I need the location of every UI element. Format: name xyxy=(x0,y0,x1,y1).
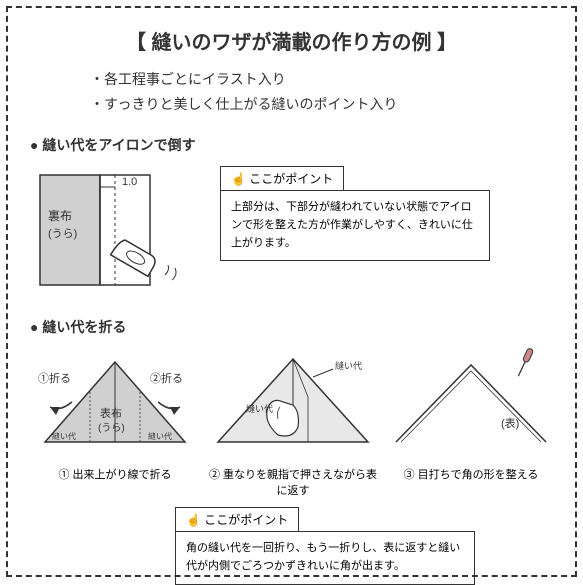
svg-text:①折る: ①折る xyxy=(38,371,71,385)
tip1-body: 上部分は、下部分が縫われていない状態でアイロンで形を整えた方が作業がしやすく、き… xyxy=(220,190,490,261)
triangle-1: ①折る ②折る 表布 (うら) 縫い代 縫い代 ① 出来上がり線で折る xyxy=(30,347,200,498)
tip-box-2: ☝ ここがポイント 角の縫い代を一回折り、もう一折りし、表に返すと縫い代が内側で… xyxy=(175,506,475,584)
tip-box-1: ☝ ここがポイント 上部分は、下部分が縫われていない状態でアイロンで形を整えた方… xyxy=(220,165,490,261)
svg-text:縫い代: 縫い代 xyxy=(246,403,273,414)
caption-3: ③ 目打ちで角の形を整える xyxy=(386,466,556,482)
caption-2: ② 重なりを親指で押さえながら表に返す xyxy=(208,466,378,498)
svg-text:縫い代: 縫い代 xyxy=(335,360,362,371)
section2-heading: ● 縫い代を折る xyxy=(30,317,553,337)
svg-text:1.0: 1.0 xyxy=(122,176,137,188)
svg-text:(うら): (うら) xyxy=(48,227,77,240)
svg-text:表布: 表布 xyxy=(100,406,122,420)
iron-diagram: 1.0 裏布 (うら) xyxy=(30,165,190,295)
bullet-2: ・すっきりと美しく仕上がる縫いのポイント入り xyxy=(90,92,553,117)
svg-text:裏布: 裏布 xyxy=(48,208,72,223)
page-title: 【 縫いのワザが満載の作り方の例 】 xyxy=(30,26,553,55)
svg-text:縫い代: 縫い代 xyxy=(148,431,172,441)
bullet-1: ・各工程事ごとにイラスト入り xyxy=(90,67,553,92)
caption-1: ① 出来上がり線で折る xyxy=(30,466,200,482)
triangle-2: 縫い代 縫い代 ② 重なりを親指で押さえながら表に返す xyxy=(208,347,378,498)
triangle-3: (表) ③ 目打ちで角の形を整える xyxy=(386,347,556,498)
svg-text:縫い代: 縫い代 xyxy=(52,431,76,441)
svg-text:②折る: ②折る xyxy=(150,371,183,385)
tip1-header: ☝ ここがポイント xyxy=(220,166,344,191)
svg-text:(表): (表) xyxy=(501,416,519,430)
tip2-header: ☝ ここがポイント xyxy=(175,507,299,532)
section1-heading: ● 縫い代をアイロンで倒す xyxy=(30,135,553,155)
intro-bullets: ・各工程事ごとにイラスト入り ・すっきりと美しく仕上がる縫いのポイント入り xyxy=(90,67,553,117)
svg-text:(うら): (うら) xyxy=(98,422,125,434)
tip2-body: 角の縫い代を一回折り、もう一折りし、表に返すと縫い代が内側でごろつかずきれいに角… xyxy=(175,531,475,584)
